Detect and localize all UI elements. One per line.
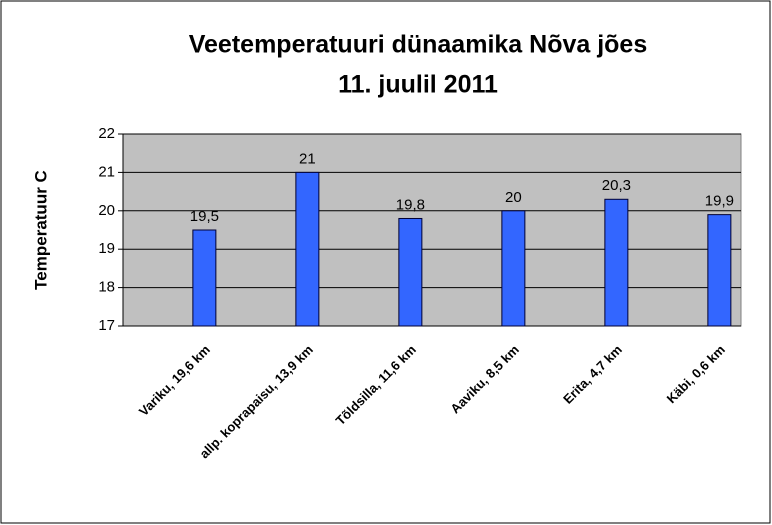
bar [707, 214, 732, 327]
data-label: 19,5 [190, 208, 219, 225]
data-label: 19,9 [705, 193, 734, 210]
y-tick-label: 18 [98, 279, 115, 296]
bar [501, 210, 526, 327]
bar [604, 198, 629, 327]
y-tick-label: 17 [98, 317, 115, 334]
data-label: 20 [505, 189, 522, 206]
y-tick-label: 22 [98, 125, 115, 142]
data-label: 20,3 [602, 177, 631, 194]
bar [398, 217, 423, 327]
bar [295, 171, 320, 327]
chart-title: Veetemperatuuri dünaamika Nõva jões [189, 31, 648, 59]
chart-subtitle: 11. juulil 2011 [338, 71, 498, 99]
plot-area [122, 133, 742, 327]
y-axis-label: Temperatuur C [31, 170, 50, 290]
bar [192, 229, 217, 327]
data-label: 21 [299, 150, 316, 167]
y-tick-label: 19 [98, 240, 115, 257]
y-tick-label: 21 [98, 163, 115, 180]
y-tick-label: 20 [98, 202, 115, 219]
data-label: 19,8 [396, 196, 425, 213]
